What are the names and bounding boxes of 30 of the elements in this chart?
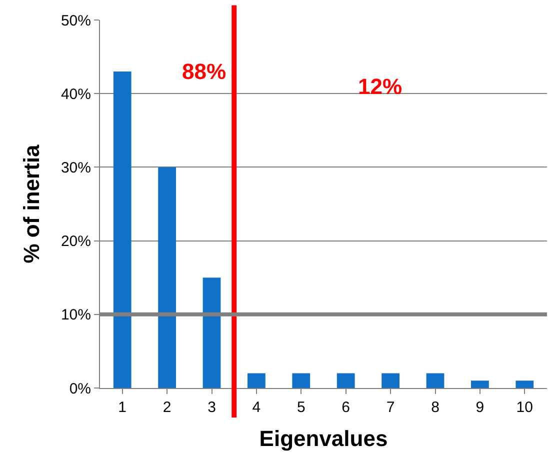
- x-tick-label: 3: [208, 399, 216, 416]
- bar: [113, 72, 132, 388]
- bar: [336, 373, 355, 388]
- annotation: 88%: [182, 59, 226, 84]
- bar: [516, 380, 534, 388]
- x-tick-label: 9: [476, 399, 484, 416]
- y-tick-label: 20%: [60, 233, 91, 250]
- y-tick-label: 30%: [60, 159, 91, 176]
- bar: [202, 278, 221, 388]
- bar: [292, 373, 310, 388]
- y-tick-label: 0%: [69, 380, 91, 398]
- bar: [158, 167, 176, 388]
- bar: [426, 373, 444, 388]
- bar: [248, 373, 266, 388]
- x-tick-label: 4: [252, 399, 261, 416]
- x-tick-label: 6: [342, 399, 350, 416]
- annotation: 12%: [358, 74, 402, 99]
- y-axis-title: % of inertia: [18, 144, 44, 264]
- x-axis-title: Eigenvalues: [259, 426, 388, 451]
- bar: [471, 380, 489, 388]
- y-tick-label: 50%: [60, 12, 91, 30]
- y-tick-label: 40%: [60, 86, 91, 103]
- x-tick-label: 8: [431, 399, 440, 416]
- bar: [382, 373, 400, 388]
- x-tick-label: 10: [516, 399, 533, 416]
- x-tick-label: 7: [386, 399, 395, 416]
- x-tick-label: 1: [118, 399, 127, 416]
- x-tick-label: 5: [296, 399, 306, 416]
- y-tick-label: 10%: [60, 306, 91, 324]
- x-tick-label: 2: [162, 399, 172, 416]
